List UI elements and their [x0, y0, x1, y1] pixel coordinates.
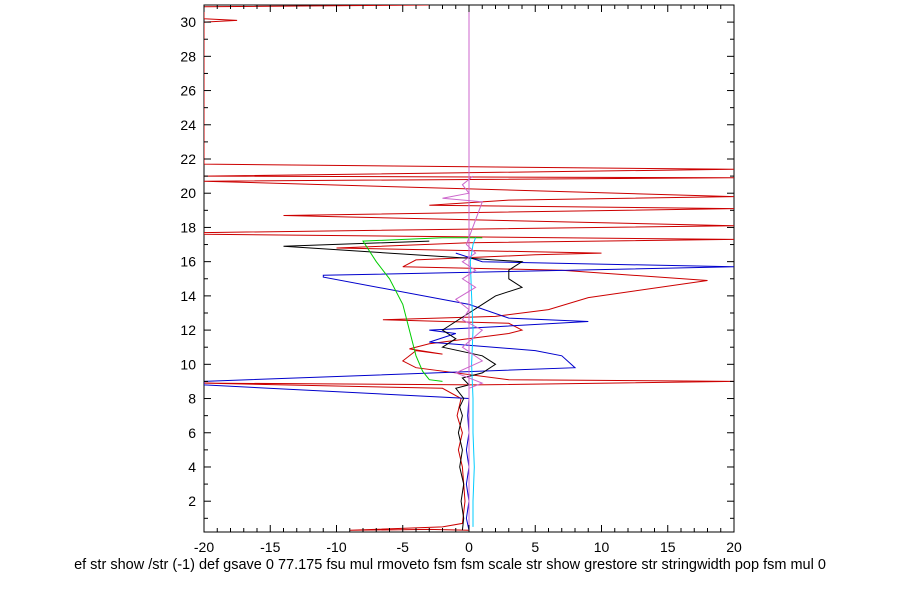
y-tick-label: 22: [180, 151, 196, 167]
series-line-3: [283, 240, 524, 531]
x-axis-label: ef str show /str (-1) def gsave 0 77.175…: [74, 557, 826, 573]
tick-labels: -20 -15 -10 -5 0 5 10 15 20246810121416182022242…: [180, 14, 742, 555]
x-tick-label: -15: [260, 539, 280, 555]
x-tick-label: 15: [660, 539, 676, 555]
x-tick-label: -10: [326, 539, 346, 555]
y-tick-label: 30: [180, 14, 196, 30]
y-tick-label: 4: [188, 459, 196, 475]
y-tick-label: 14: [180, 288, 196, 304]
y-tick-label: 24: [180, 117, 196, 133]
y-tick-label: 26: [180, 83, 196, 99]
y-tick-label: 16: [180, 254, 196, 270]
y-tick-label: 20: [180, 185, 196, 201]
series-line-4: [362, 237, 483, 382]
series-layer: [204, 5, 734, 532]
ticks-layer: [203, 4, 735, 532]
x-tick-label: 5: [531, 539, 539, 555]
y-tick-label: 2: [188, 493, 196, 509]
y-tick-label: 8: [188, 391, 196, 407]
series-line-1: [204, 5, 734, 531]
y-tick-label: 12: [180, 322, 196, 338]
y-tick-label: 28: [180, 48, 196, 64]
x-tick-label: -20: [194, 539, 214, 555]
x-tick-label: 20: [726, 539, 742, 555]
series-line-7: [442, 175, 484, 389]
y-tick-label: 18: [180, 219, 196, 235]
x-tick-label: 10: [594, 539, 610, 555]
y-tick-label: 10: [180, 356, 196, 372]
y-tick-label: 6: [188, 425, 196, 441]
x-tick-label: 0: [465, 539, 473, 555]
x-tick-label: -5: [397, 539, 410, 555]
